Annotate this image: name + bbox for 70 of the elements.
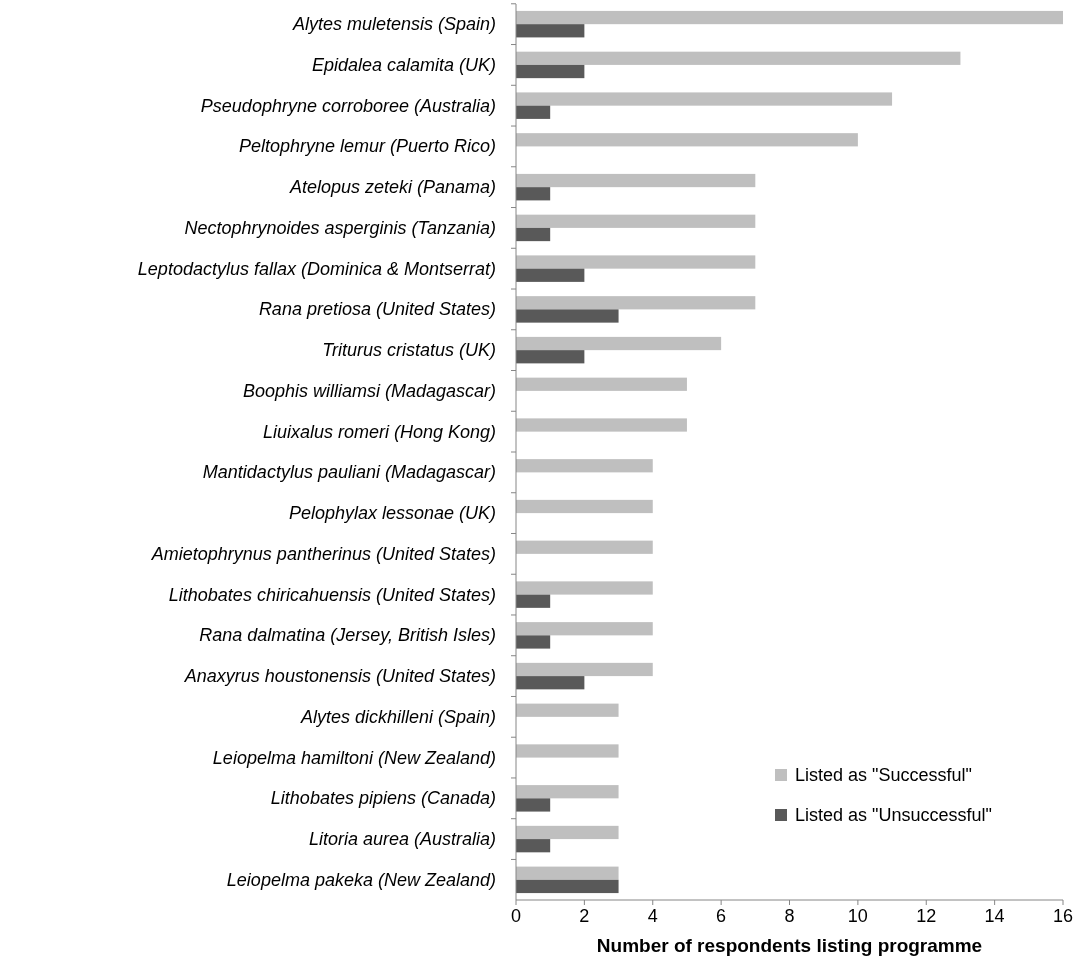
- y-tick-label: Alytes muletensis (Spain): [291, 14, 496, 35]
- bar: [516, 418, 687, 432]
- bar: [516, 64, 585, 79]
- y-tick-label: Alytes dickhilleni (Spain): [299, 706, 496, 727]
- bar: [516, 268, 585, 282]
- x-tick-label: 16: [1052, 906, 1074, 926]
- bar: [516, 309, 619, 323]
- x-tick-label: 0: [510, 906, 522, 926]
- y-tick-label: Mantidactylus pauliani (Madagascar): [202, 462, 496, 483]
- bar: [516, 825, 619, 840]
- bar: [516, 187, 551, 201]
- y-tick-label: Leptodactylus fallax (Dominica & Montserrat): [137, 258, 496, 279]
- bar: [516, 499, 653, 514]
- y-tick-label: Leiopelma hamiltoni (New Zealand): [212, 747, 496, 768]
- y-tick-label: Nectophrynoides asperginis (Tanzania): [184, 217, 496, 238]
- bar: [516, 24, 585, 38]
- bar: [516, 51, 961, 65]
- bar: [516, 839, 551, 853]
- y-tick-label: Boophis williamsi (Madagascar): [242, 380, 496, 401]
- bar: [516, 540, 653, 554]
- y-tick-label: Pelophylax lessonae (UK): [288, 503, 496, 524]
- bar: [516, 173, 756, 188]
- x-tick-label: 4: [647, 906, 658, 926]
- y-tick-label: Litoria aurea (Australia): [308, 829, 496, 850]
- bar: [516, 744, 619, 758]
- y-tick-label: Pseudophryne corroboree (Australia): [200, 95, 496, 116]
- bar: [516, 255, 756, 269]
- bar: [516, 10, 1063, 25]
- bar: [516, 798, 551, 812]
- bar: [516, 227, 551, 242]
- x-tick-label: 10: [847, 906, 868, 926]
- y-tick-label: Rana pretiosa (United States): [258, 299, 496, 320]
- bar: [516, 459, 653, 473]
- bar: [516, 622, 653, 636]
- x-tick-label: 12: [916, 906, 937, 926]
- y-tick-label: Lithobates pipiens (Canada): [270, 788, 496, 809]
- x-tick-label: 6: [716, 906, 727, 926]
- bar: [516, 133, 858, 147]
- bar: [516, 377, 687, 391]
- bar: [516, 581, 653, 595]
- y-tick-label: Lithobates chiricahuensis (United States): [168, 584, 496, 605]
- bar: [516, 703, 619, 717]
- x-tick-label: 14: [984, 906, 1005, 926]
- bar: [516, 296, 756, 310]
- legend-label: Listed as "Successful": [795, 765, 972, 785]
- y-tick-label: Anaxyrus houstonensis (United States): [183, 666, 496, 687]
- x-tick-label: 2: [579, 906, 590, 926]
- bar: [516, 676, 585, 690]
- bar: [516, 866, 619, 880]
- bar: [516, 635, 551, 649]
- bar: [516, 785, 619, 799]
- x-axis-title: Number of respondents listing programme: [596, 935, 983, 956]
- y-tick-label: Epidalea calamita (UK): [311, 54, 496, 75]
- y-tick-label: Triturus cristatus (UK): [322, 340, 496, 361]
- y-tick-label: Peltophryne lemur (Puerto Rico): [238, 136, 496, 157]
- bar: [516, 594, 551, 608]
- bar: [516, 879, 619, 894]
- legend-label: Listed as "Unsuccessful": [795, 805, 992, 825]
- y-tick-label: Leiopelma pakeka (New Zealand): [226, 869, 496, 890]
- bar: [516, 214, 756, 228]
- bar: [516, 105, 551, 119]
- y-tick-label: Amietophrynus pantherinus (United States): [150, 543, 496, 564]
- bar: [516, 92, 893, 106]
- y-tick-label: Rana dalmatina (Jersey, British Isles): [199, 625, 496, 646]
- bar: [516, 336, 722, 351]
- bar: [516, 350, 585, 364]
- bar: [516, 662, 653, 677]
- y-tick-label: Atelopus zeteki (Panama): [288, 177, 496, 198]
- x-tick-label: 8: [784, 906, 795, 926]
- y-tick-label: Liuixalus romeri (Hong Kong): [262, 421, 496, 442]
